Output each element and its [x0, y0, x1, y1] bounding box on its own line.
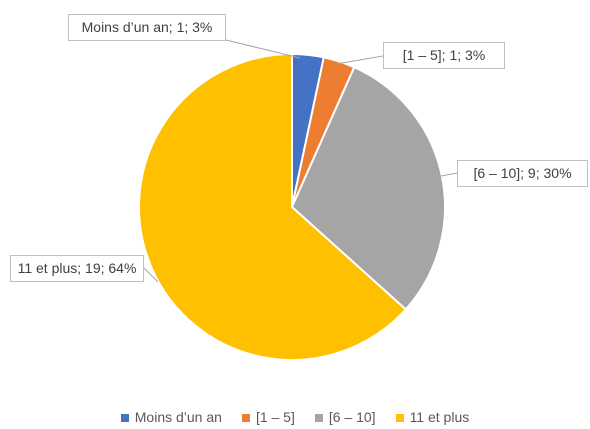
legend-label: [6 – 10]	[328, 409, 376, 425]
legend-item: [6 – 10]	[314, 409, 376, 425]
legend-label: Moins d’un an	[134, 409, 222, 425]
slices	[138, 52, 446, 361]
legend-label: 11 et plus	[409, 409, 470, 425]
data-label: 11 et plus; 19; 64%	[10, 255, 144, 282]
leader-line	[225, 39, 301, 59]
leader-line	[335, 55, 384, 65]
legend-item: [1 – 5]	[241, 409, 295, 425]
leader-lines	[143, 39, 458, 283]
legend-item: 11 et plus	[395, 409, 470, 425]
leader-line	[143, 267, 159, 283]
legend-label: [1 – 5]	[255, 409, 295, 425]
legend-swatch	[241, 414, 250, 423]
legend-swatch	[314, 414, 323, 423]
data-label: Moins d’un an; 1; 3%	[68, 14, 226, 41]
slice	[290, 65, 446, 311]
leader-line	[440, 172, 458, 177]
legend-swatch	[120, 414, 129, 423]
legend-swatch	[395, 414, 404, 423]
slice	[138, 52, 408, 361]
legend: Moins d’un an [1 – 5] [6 – 10] 11 et plus	[0, 409, 590, 425]
legend-item: Moins d’un an	[120, 409, 222, 425]
data-label: [1 – 5]; 1; 3%	[383, 42, 505, 69]
data-label: [6 – 10]; 9; 30%	[457, 160, 588, 187]
